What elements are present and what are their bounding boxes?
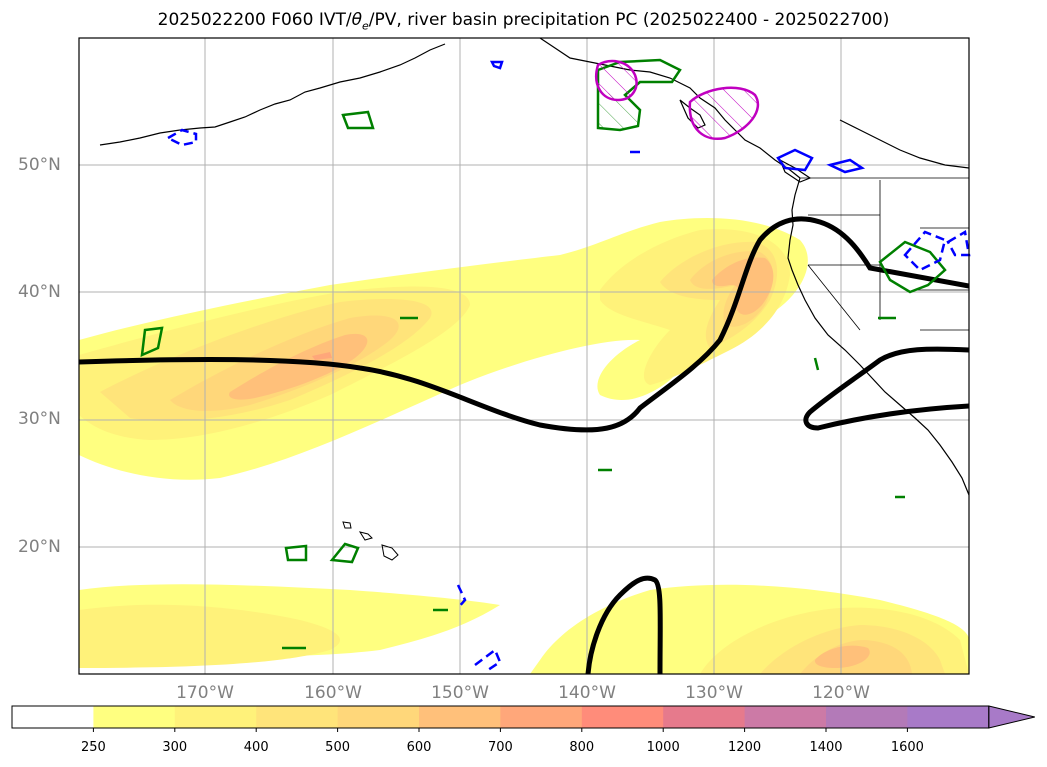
lat-label-20n: 20°N bbox=[18, 537, 61, 557]
colorbar-tick-label: 1000 bbox=[646, 740, 680, 755]
green-contour-4 bbox=[878, 240, 947, 294]
blue-contour-8 bbox=[456, 584, 467, 609]
colorbar-tick-label: 1400 bbox=[809, 740, 843, 755]
colorbar-tick-label: 1600 bbox=[890, 740, 924, 755]
map-title: 2025022200 F060 IVT/θe/PV, river basin p… bbox=[157, 10, 890, 33]
hawaii-big-island bbox=[381, 544, 399, 561]
alaska-coast bbox=[539, 38, 801, 179]
blue-contour-9 bbox=[474, 648, 502, 672]
colorbar-tick-label: 400 bbox=[243, 740, 269, 755]
green-contour-3 bbox=[140, 326, 164, 358]
blue-contour-2 bbox=[489, 60, 504, 70]
colorbar-segment bbox=[500, 706, 583, 728]
hawaii-maui bbox=[358, 531, 373, 541]
colorbar bbox=[11, 705, 1035, 732]
magenta-contour-1 bbox=[595, 59, 638, 102]
colorbar-segment bbox=[256, 706, 339, 728]
colorbar-segment bbox=[744, 706, 827, 728]
colorbar-tick-label: 250 bbox=[80, 740, 106, 755]
colorbar-segment bbox=[174, 706, 257, 728]
colorbar-segment bbox=[907, 706, 990, 728]
colorbar-segment bbox=[663, 706, 746, 728]
map-frame bbox=[78, 37, 970, 675]
ivt-band-700 bbox=[312, 352, 332, 360]
colorbar-segment bbox=[826, 706, 908, 728]
coastlines bbox=[99, 38, 969, 496]
ivt-south-300 bbox=[79, 604, 340, 668]
colorbar-tick-label: 700 bbox=[487, 740, 513, 755]
pv-contour-main bbox=[79, 216, 969, 433]
pv-contour-south bbox=[585, 575, 663, 674]
lat-label-30n: 30°N bbox=[18, 409, 61, 429]
aleutians-coast bbox=[99, 43, 446, 146]
blue-contour-6 bbox=[903, 230, 947, 272]
green-contour-6 bbox=[329, 542, 360, 564]
colorbar-tick-label: 800 bbox=[569, 740, 595, 755]
green-hatched-region bbox=[598, 92, 640, 130]
lat-label-40n: 40°N bbox=[18, 282, 61, 302]
green-contour-2 bbox=[341, 110, 375, 130]
blue-contour-5 bbox=[826, 158, 866, 174]
colorbar-segment bbox=[12, 706, 94, 728]
colorbar-segment bbox=[93, 706, 176, 728]
colorbar-tick-label: 500 bbox=[325, 740, 351, 755]
us-state-borders bbox=[807, 180, 969, 331]
pv-contour-cutoff bbox=[803, 346, 969, 431]
lon-label-170w: 170°W bbox=[176, 683, 234, 703]
vancouver-island bbox=[778, 158, 812, 183]
na-west-coast bbox=[787, 177, 969, 496]
political-borders bbox=[800, 177, 969, 331]
blue-contour-4 bbox=[776, 148, 814, 172]
colorbar-tick-label: 600 bbox=[406, 740, 432, 755]
magenta-contour-2 bbox=[688, 86, 760, 140]
green-contour-5 bbox=[284, 544, 308, 562]
pv-contours bbox=[79, 216, 969, 674]
hawaii-oahu bbox=[342, 521, 352, 529]
ivt-south-east-600 bbox=[814, 645, 870, 668]
lon-label-140w: 140°W bbox=[558, 683, 616, 703]
blue-contour-1 bbox=[165, 128, 198, 147]
colorbar-segment bbox=[581, 706, 664, 728]
colorbar-extend-arrow bbox=[988, 705, 1035, 729]
colorbar-segment bbox=[337, 706, 420, 728]
graticule bbox=[79, 38, 969, 674]
green-contour-12 bbox=[813, 357, 820, 371]
colorbar-tick-label: 300 bbox=[162, 740, 188, 755]
lat-label-50n: 50°N bbox=[18, 155, 61, 175]
lon-label-150w: 150°W bbox=[431, 683, 489, 703]
precip-magenta-contours bbox=[595, 59, 760, 140]
colorbar-tick-label: 1200 bbox=[728, 740, 762, 755]
lon-label-120w: 120°W bbox=[812, 683, 870, 703]
lon-label-130w: 130°W bbox=[685, 683, 743, 703]
arctic-coast bbox=[839, 119, 969, 169]
lon-label-160w: 160°W bbox=[304, 683, 362, 703]
colorbar-segment bbox=[419, 706, 501, 728]
hawaii-islands bbox=[342, 521, 399, 561]
